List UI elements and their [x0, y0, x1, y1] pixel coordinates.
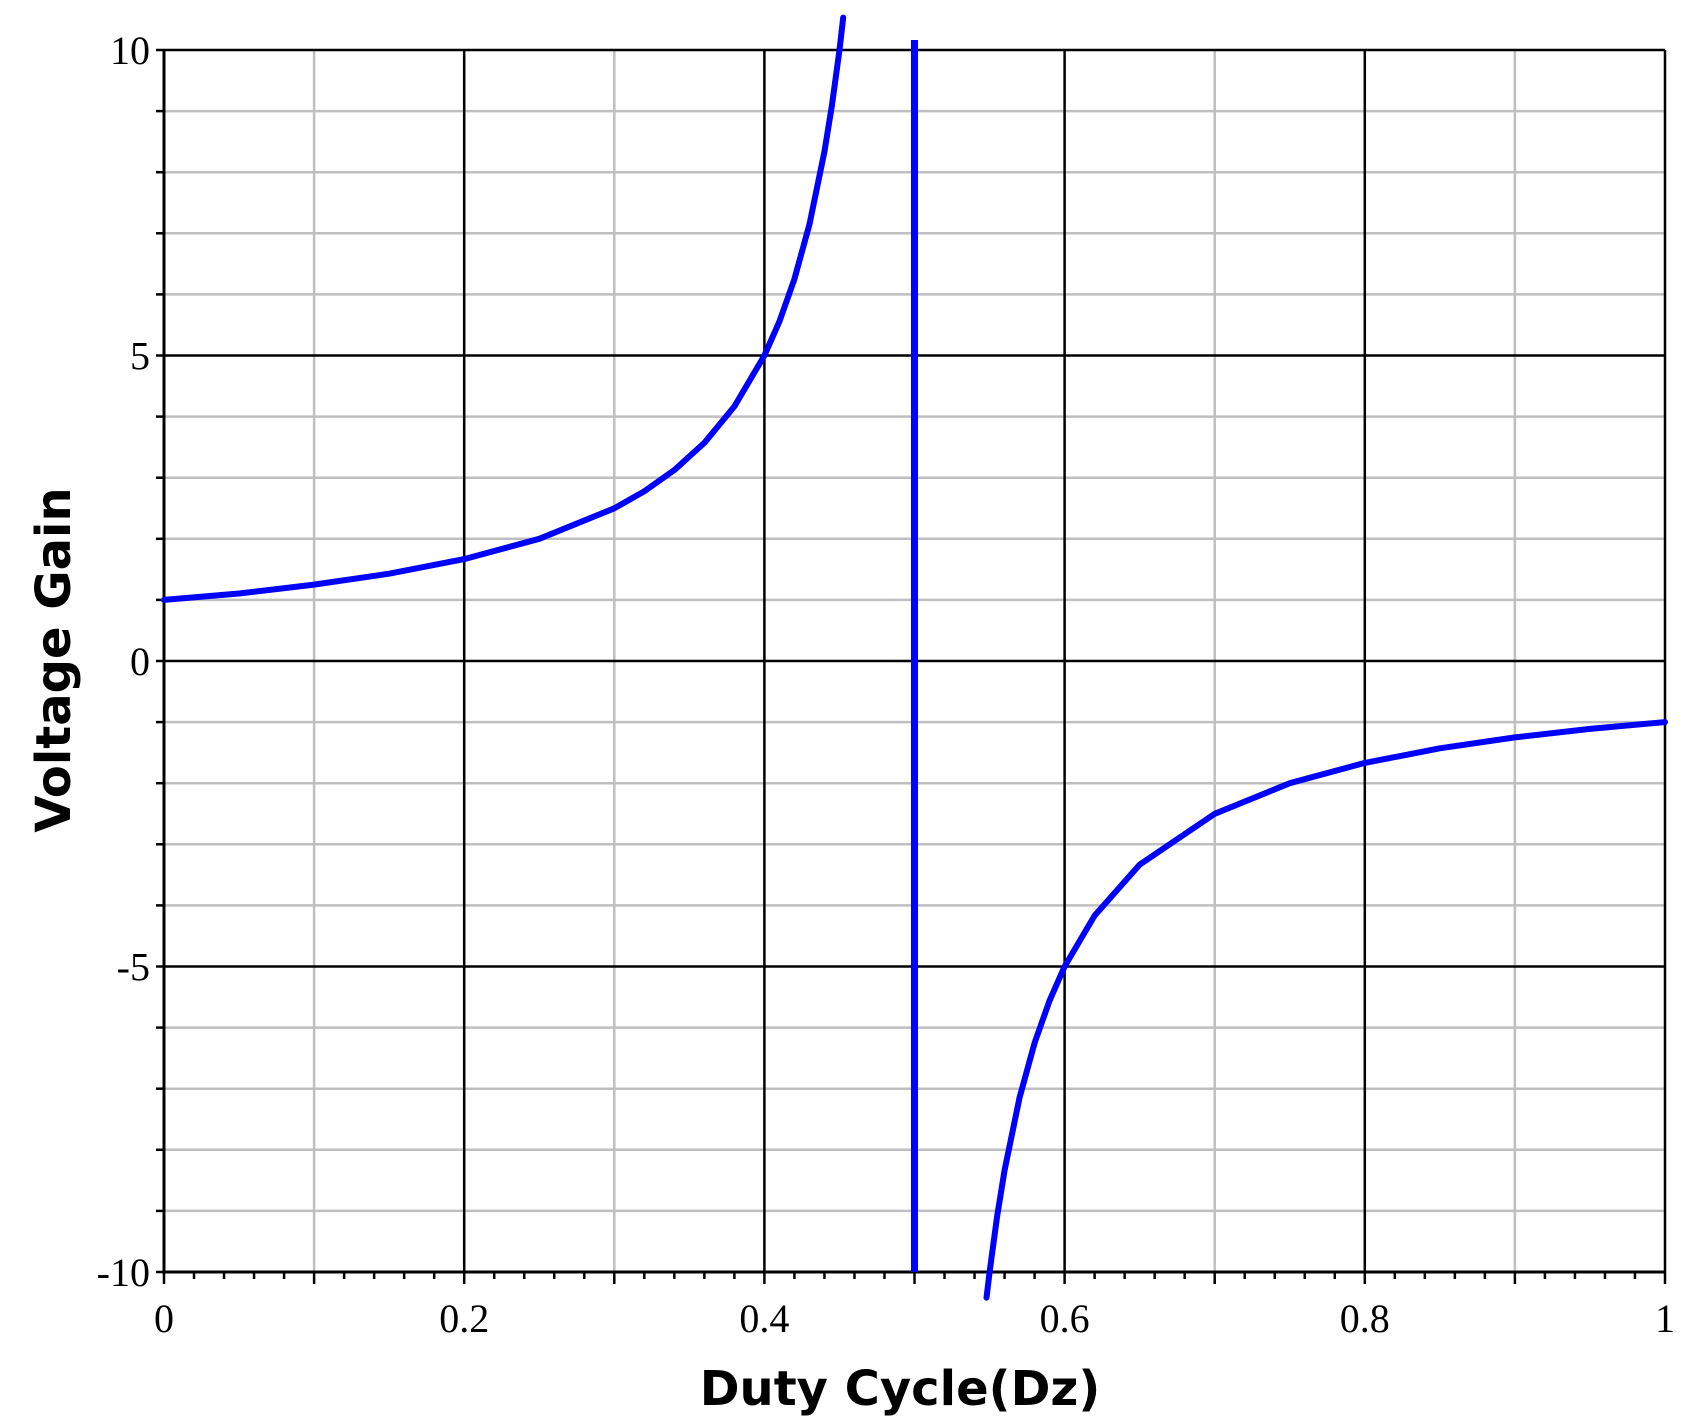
y-tick-labels: 10 5 0 -5 -10	[97, 28, 150, 1295]
x-axis-title: Duty Cycle(Dz)	[700, 1361, 1101, 1417]
y-tick-label: 0	[130, 639, 150, 684]
y-tick-label: -5	[117, 945, 150, 990]
x-tick-label: 0.6	[1040, 1296, 1090, 1341]
y-tick-label: 10	[110, 28, 150, 73]
x-tick-label: 0.8	[1340, 1296, 1390, 1341]
y-tick-label: -10	[97, 1250, 150, 1295]
y-axis-title: Voltage Gain	[26, 487, 82, 832]
x-tick-label: 1	[1655, 1296, 1675, 1341]
x-tick-label: 0	[154, 1296, 174, 1341]
curve-branch-left	[161, 14, 847, 603]
x-tick-label: 0.2	[439, 1296, 489, 1341]
x-tick-label: 0.4	[739, 1296, 789, 1341]
y-tick-label: 5	[130, 334, 150, 379]
data-curves	[161, 14, 1668, 1301]
curve-branch-right	[983, 719, 1668, 1301]
x-tick-labels: 0 0.2 0.4 0.6 0.8 1	[154, 1296, 1675, 1341]
